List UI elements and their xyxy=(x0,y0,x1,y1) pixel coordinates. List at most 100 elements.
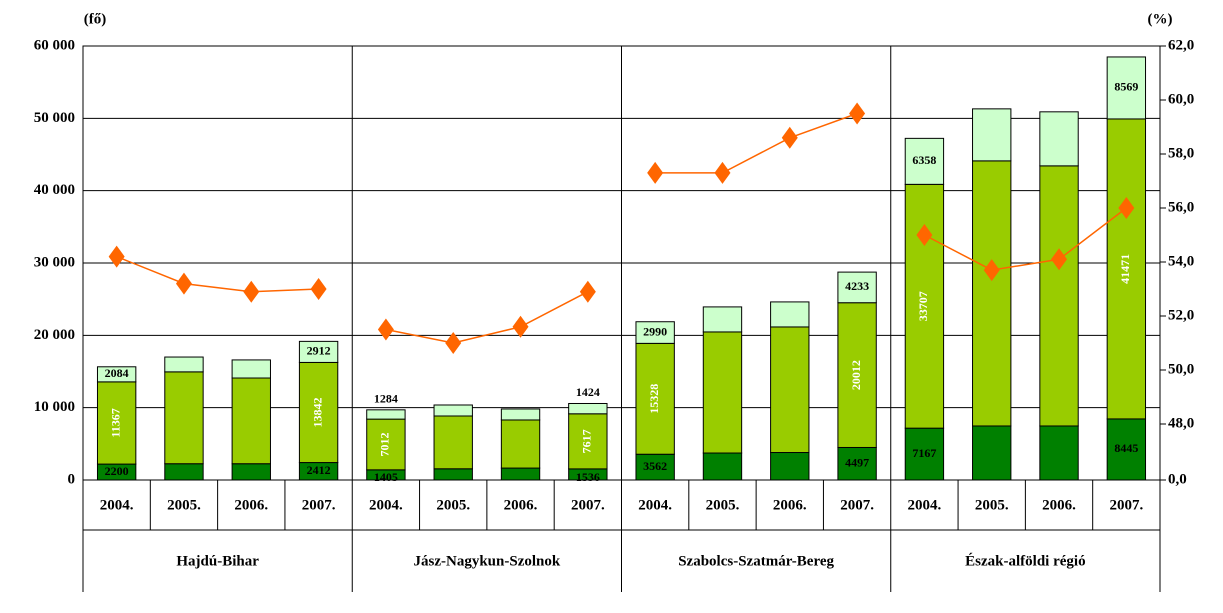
x-tick-label: 2004. xyxy=(908,497,942,513)
y2-tick-label: 62,0 xyxy=(1168,37,1194,53)
data-label: 8445 xyxy=(1114,441,1138,455)
line-series xyxy=(385,291,589,344)
line-marker xyxy=(1051,248,1068,271)
data-label: 1536 xyxy=(576,470,600,484)
group-label: Jász-Nagykun-Szolnok xyxy=(414,553,561,569)
data-label: 2084 xyxy=(105,366,129,380)
y-tick-label: 60 000 xyxy=(34,37,75,53)
data-label: 8569 xyxy=(1114,80,1138,94)
x-tick-label: 2005. xyxy=(706,497,740,513)
y-tick-label: 30 000 xyxy=(34,254,75,270)
y2-axis-title: (%) xyxy=(1148,11,1173,27)
line-marker xyxy=(579,280,596,303)
bar-segment xyxy=(1039,111,1079,167)
y-tick-label: 40 000 xyxy=(34,182,75,198)
bar-segment xyxy=(635,321,675,344)
bar-segment xyxy=(702,452,743,481)
y2-tick-label: 56,0 xyxy=(1168,199,1194,215)
bar-segment xyxy=(702,306,743,333)
line-marker xyxy=(175,272,192,295)
data-label: 1405 xyxy=(374,470,398,484)
data-label: 2200 xyxy=(105,464,129,478)
data-label: 20012 xyxy=(849,360,863,390)
line-marker xyxy=(243,280,260,303)
x-tick-label: 2007. xyxy=(840,497,874,513)
line-series xyxy=(655,112,858,174)
y-axis-title: (fő) xyxy=(84,11,107,27)
bar-segment xyxy=(972,108,1012,162)
data-label: 6358 xyxy=(912,153,936,167)
bar-segment xyxy=(635,453,675,481)
bar-segment xyxy=(770,301,810,328)
line-marker xyxy=(781,126,798,149)
y2-tick-label: 48,0 xyxy=(1168,415,1194,431)
bar-segment xyxy=(231,377,271,465)
bar-segment xyxy=(568,402,608,415)
line-marker xyxy=(445,332,462,354)
x-tick-label: 2004. xyxy=(369,497,403,513)
data-label: 2990 xyxy=(643,324,667,338)
bar-segment xyxy=(433,415,473,470)
bar-segment xyxy=(231,463,271,481)
x-tick-label: 2005. xyxy=(436,497,470,513)
data-label: 2912 xyxy=(307,344,331,358)
line-marker xyxy=(377,318,394,341)
data-label: 1424 xyxy=(576,385,600,399)
y-tick-label: 0 xyxy=(68,471,76,487)
line-marker xyxy=(1118,197,1135,219)
data-label: 41471 xyxy=(1118,254,1132,284)
group-label: Szabolcs-Szatmár-Bereg xyxy=(678,553,834,569)
data-label: 3562 xyxy=(643,459,667,473)
bar-segment xyxy=(433,468,473,481)
line-marker xyxy=(647,161,664,184)
y-tick-label: 20 000 xyxy=(34,327,75,343)
bar-segment xyxy=(164,371,204,465)
bar-segment xyxy=(972,425,1012,481)
bar-segment xyxy=(433,404,473,417)
bar-segment xyxy=(1106,56,1147,120)
data-label: 33707 xyxy=(916,291,930,321)
data-label: 11367 xyxy=(108,408,122,437)
bar-segment xyxy=(500,408,541,421)
y-tick-label: 50 000 xyxy=(34,110,75,126)
bar-segment xyxy=(770,452,810,481)
x-tick-label: 2006. xyxy=(234,497,268,513)
bar-segment xyxy=(164,356,204,373)
y2-tick-label: 54,0 xyxy=(1168,253,1194,269)
data-label: 7167 xyxy=(912,446,936,460)
data-label: 7617 xyxy=(580,429,594,453)
x-tick-label: 2006. xyxy=(1042,497,1076,513)
x-tick-label: 2006. xyxy=(773,497,807,513)
bar-segment xyxy=(96,381,137,465)
bar-segment xyxy=(164,463,204,481)
bar-segment xyxy=(1039,165,1079,427)
x-tick-label: 2004. xyxy=(638,497,672,513)
line-marker xyxy=(849,102,866,125)
bar-segment xyxy=(500,467,541,481)
bar-segment xyxy=(366,409,406,420)
line-marker xyxy=(512,315,529,338)
line-marker xyxy=(714,161,731,184)
x-tick-label: 2005. xyxy=(167,497,201,513)
line-marker xyxy=(916,224,933,246)
y2-tick-label: 60,0 xyxy=(1168,91,1194,107)
bar-segment xyxy=(635,342,675,455)
data-label: 13842 xyxy=(310,397,324,427)
x-tick-label: 2005. xyxy=(975,497,1009,513)
line-marker xyxy=(310,278,327,300)
data-label: 4497 xyxy=(845,455,869,469)
bar-segment xyxy=(904,137,945,185)
group-label: Észak-alföldi régió xyxy=(965,552,1085,569)
bar-segment xyxy=(837,446,877,481)
bar-segment xyxy=(500,419,541,469)
bar-segment xyxy=(1106,118,1147,420)
data-label: 2412 xyxy=(307,463,331,477)
group-label: Hajdú-Bihar xyxy=(176,553,259,569)
x-tick-label: 2007. xyxy=(571,497,605,513)
bar-segment xyxy=(904,427,945,481)
x-tick-label: 2007. xyxy=(302,497,336,513)
data-label: 4233 xyxy=(845,279,869,293)
bar-segment xyxy=(972,160,1012,427)
line-marker xyxy=(983,259,1000,282)
x-tick-label: 2007. xyxy=(1109,497,1143,513)
